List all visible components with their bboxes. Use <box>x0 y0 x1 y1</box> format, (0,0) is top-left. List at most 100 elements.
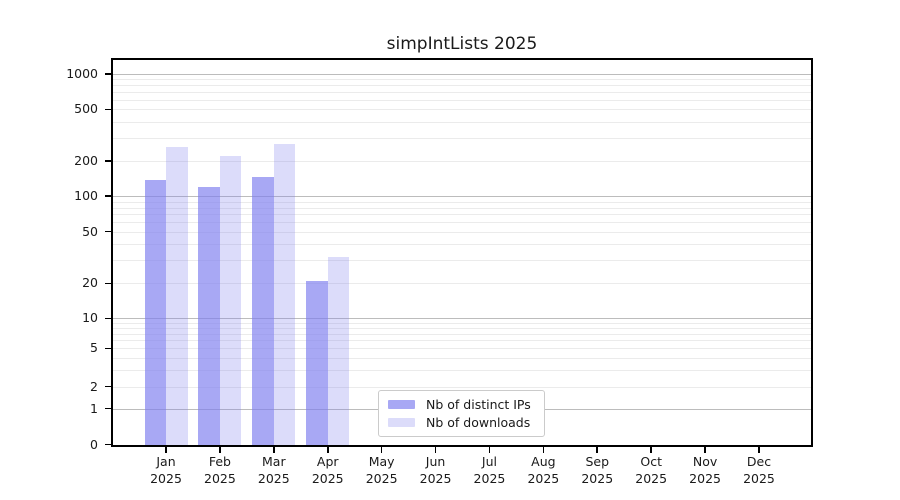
y-tick-mark <box>104 195 111 197</box>
y-tick-label: 1000 <box>66 65 98 81</box>
y-gridline-minor <box>113 92 811 94</box>
x-tick-label: Sep 2025 <box>557 453 637 488</box>
y-gridline-minor <box>113 99 811 101</box>
x-tick-month: Oct <box>640 453 662 469</box>
y-tick-label: 200 <box>74 153 98 168</box>
y-tick-mark <box>104 385 111 388</box>
x-tick-year: 2025 <box>150 471 182 486</box>
y-tick-mark <box>104 73 111 75</box>
x-tick-label: May 2025 <box>342 453 422 488</box>
legend: Nb of distinct IPs Nb of downloads <box>378 390 545 437</box>
y-gridline-minor <box>113 283 811 285</box>
y-gridline-minor <box>113 327 811 329</box>
legend-item-distinct-ips: Nb of distinct IPs <box>388 397 535 412</box>
legend-swatch-downloads <box>388 418 415 427</box>
y-tick-label: 1 <box>90 400 98 416</box>
y-gridline-major <box>113 196 811 198</box>
x-tick-mark <box>488 446 491 453</box>
x-tick-year: 2025 <box>365 471 398 486</box>
y-gridline-minor <box>113 369 811 371</box>
x-tick-mark <box>219 446 221 453</box>
x-tick-label: Nov 2025 <box>665 453 745 488</box>
x-tick-mark <box>596 446 599 453</box>
y-gridline-minor <box>113 201 811 203</box>
x-tick-year: 2025 <box>635 471 668 486</box>
x-tick-year: 2025 <box>473 471 506 486</box>
legend-item-downloads: Nb of downloads <box>388 415 535 430</box>
x-tick-month: Mar <box>262 453 286 469</box>
y-gridline-minor <box>113 109 811 111</box>
x-tick-month: Apr <box>316 453 339 469</box>
x-tick-month: Feb <box>208 453 231 469</box>
y-gridline-major <box>113 318 811 320</box>
x-tick-label: Dec 2025 <box>719 453 799 488</box>
y-tick-mark <box>104 443 111 446</box>
plot-area: Nb of distinct IPs Nb of downloads <box>111 58 813 447</box>
bar-distinct-ips <box>306 280 328 445</box>
y-gridline-minor <box>113 214 811 216</box>
x-tick-month: Jan <box>156 453 176 469</box>
y-tick-mark <box>104 317 111 320</box>
y-tick-label: 5 <box>90 340 98 356</box>
x-tick-label: Apr 2025 <box>288 453 368 488</box>
y-gridline-minor <box>113 244 811 246</box>
bar-distinct-ips <box>252 177 274 445</box>
legend-label-downloads: Nb of downloads <box>426 415 531 430</box>
y-tick-label: 500 <box>74 101 98 117</box>
y-gridline-major <box>113 73 811 75</box>
x-tick-label: Oct 2025 <box>611 453 691 488</box>
y-tick-mark <box>104 282 111 285</box>
x-tick-mark <box>650 446 652 453</box>
x-tick-year: 2025 <box>527 471 560 486</box>
y-tick-label: 50 <box>82 223 98 239</box>
legend-label-distinct-ips: Nb of distinct IPs <box>426 397 531 412</box>
x-tick-year: 2025 <box>581 471 614 486</box>
bar-downloads <box>273 143 296 445</box>
x-tick-month: Jul <box>481 453 497 469</box>
y-gridline-minor <box>113 231 811 233</box>
y-gridline-minor <box>113 322 811 324</box>
y-tick-label: 20 <box>82 275 98 291</box>
x-tick-year: 2025 <box>419 471 452 486</box>
x-tick-mark <box>326 446 329 453</box>
x-tick-month: Sep <box>585 453 610 469</box>
y-gridline-minor <box>113 79 811 81</box>
y-tick-label: 2 <box>90 378 98 394</box>
x-tick-mark <box>273 446 275 453</box>
x-tick-month: Dec <box>746 453 772 469</box>
x-tick-year: 2025 <box>257 471 290 486</box>
y-tick-label: 100 <box>74 188 98 204</box>
y-tick-mark <box>104 108 111 111</box>
y-gridline-minor <box>113 161 811 162</box>
bar-downloads <box>219 155 242 445</box>
x-tick-month: Nov <box>692 453 718 469</box>
y-gridline-minor <box>113 222 811 224</box>
bar-distinct-ips <box>198 186 220 445</box>
bar-downloads <box>327 256 350 445</box>
x-tick-month: Aug <box>531 453 556 469</box>
x-tick-mark <box>758 446 760 453</box>
x-tick-year: 2025 <box>311 471 344 486</box>
y-tick-mark <box>104 160 111 162</box>
y-gridline-minor <box>113 138 811 140</box>
legend-swatch-distinct-ips <box>388 400 415 409</box>
x-tick-mark <box>380 446 383 453</box>
y-gridline-minor <box>113 333 811 335</box>
y-tick-mark <box>104 407 111 410</box>
x-tick-year: 2025 <box>743 471 775 486</box>
y-gridline-minor <box>113 260 811 262</box>
x-tick-mark <box>542 446 545 453</box>
y-gridline-minor <box>113 340 811 342</box>
x-tick-mark <box>434 446 437 453</box>
x-tick-label: Jul 2025 <box>449 453 529 488</box>
x-tick-label: Feb 2025 <box>180 453 260 488</box>
y-tick-mark <box>104 347 111 350</box>
bar-downloads <box>166 147 188 445</box>
y-gridline-minor <box>113 121 811 123</box>
x-tick-label: Jun 2025 <box>396 453 476 488</box>
x-tick-month: May <box>368 453 395 469</box>
y-gridline-minor <box>113 207 811 209</box>
y-tick-label: 10 <box>82 310 98 326</box>
y-gridline-minor <box>113 357 811 359</box>
